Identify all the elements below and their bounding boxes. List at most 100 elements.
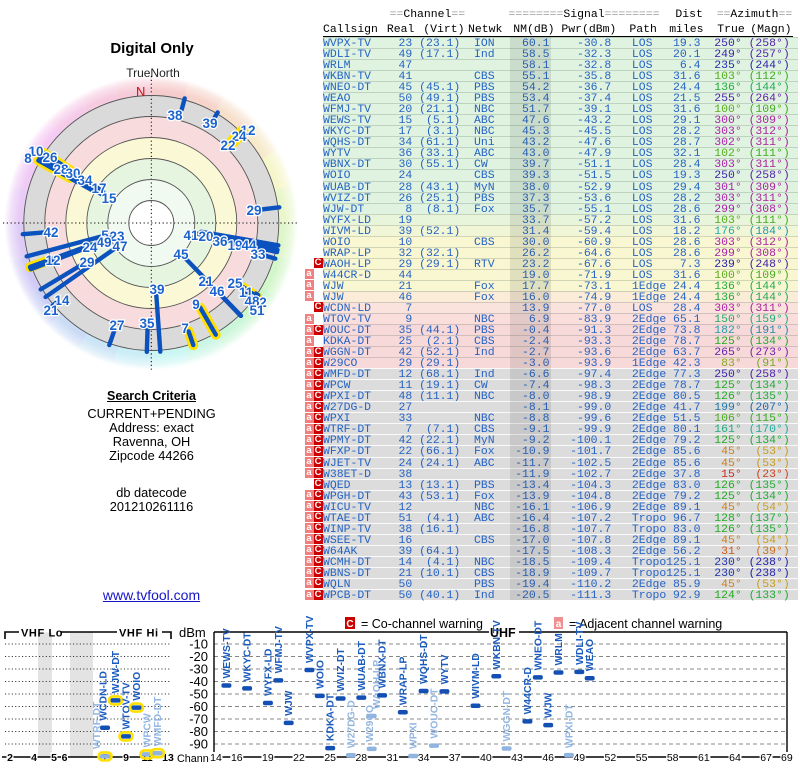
svg-text:-90: -90 — [189, 737, 208, 752]
svg-text:41: 41 — [183, 228, 199, 243]
svg-text:47: 47 — [112, 239, 127, 254]
svg-text:12: 12 — [240, 123, 255, 138]
svg-text:WPXI-DT: WPXI-DT — [564, 704, 575, 749]
svg-text:KDKA-DT: KDKA-DT — [326, 693, 337, 741]
svg-text:28: 28 — [355, 752, 367, 764]
svg-text:28: 28 — [53, 162, 69, 177]
svg-text:WQHS-DT: WQHS-DT — [419, 634, 430, 684]
svg-text:35: 35 — [139, 316, 155, 331]
svg-text:8: 8 — [24, 151, 32, 166]
svg-text:WTRF-DT: WTRF-DT — [92, 701, 103, 749]
svg-text:33: 33 — [250, 247, 266, 262]
svg-text:19: 19 — [227, 238, 242, 253]
svg-text:25: 25 — [324, 752, 336, 764]
svg-text:VHF Lo: VHF Lo — [21, 628, 63, 640]
svg-text:26: 26 — [42, 150, 58, 165]
svg-text:13: 13 — [162, 752, 174, 764]
svg-text:11: 11 — [239, 285, 254, 300]
svg-text:WNEO-DT: WNEO-DT — [533, 620, 544, 670]
svg-text:WAOH-LP: WAOH-LP — [372, 660, 383, 709]
svg-text:WJW: WJW — [544, 693, 555, 719]
svg-text:UHF: UHF — [490, 626, 516, 640]
svg-text:WDLI-TV: WDLI-TV — [575, 622, 586, 665]
svg-text:43: 43 — [511, 752, 523, 764]
svg-text:22: 22 — [220, 138, 235, 153]
svg-text:27: 27 — [109, 318, 124, 333]
svg-text:WKBN-TV: WKBN-TV — [492, 620, 503, 669]
svg-text:15: 15 — [101, 191, 117, 206]
svg-text:22: 22 — [293, 752, 305, 764]
svg-text:40: 40 — [480, 752, 492, 764]
svg-text:W44CR-D: W44CR-D — [523, 667, 534, 715]
svg-text:49: 49 — [96, 235, 111, 250]
svg-text:WYTV: WYTV — [440, 654, 451, 684]
svg-text:14: 14 — [54, 293, 70, 308]
svg-text:= Adjacent channel warning: = Adjacent channel warning — [569, 617, 722, 631]
svg-text:2: 2 — [259, 295, 267, 310]
svg-text:21: 21 — [198, 274, 214, 289]
svg-text:42: 42 — [43, 225, 58, 240]
svg-text:24: 24 — [82, 240, 98, 255]
svg-text:55: 55 — [636, 752, 648, 764]
svg-text:WTOV-TV: WTOV-TV — [122, 682, 133, 729]
svg-text:29: 29 — [246, 203, 261, 218]
svg-text:WEWS-TV: WEWS-TV — [222, 628, 233, 678]
svg-text:-50: -50 — [189, 687, 208, 702]
svg-text:46: 46 — [209, 284, 225, 299]
svg-text:45: 45 — [173, 247, 189, 262]
svg-text:WIVM-LD: WIVM-LD — [471, 653, 482, 699]
svg-text:a: a — [556, 619, 562, 630]
svg-text:34: 34 — [418, 752, 430, 764]
svg-text:12: 12 — [45, 253, 60, 268]
svg-text:48: 48 — [244, 294, 260, 309]
svg-text:52: 52 — [605, 752, 617, 764]
svg-text:19: 19 — [262, 752, 274, 764]
svg-text:WJW-DT: WJW-DT — [111, 650, 122, 693]
svg-text:-80: -80 — [189, 724, 208, 739]
svg-text:69: 69 — [781, 752, 793, 764]
svg-text:36: 36 — [212, 234, 228, 249]
svg-text:16: 16 — [231, 752, 243, 764]
svg-text:WBNX-DT: WBNX-DT — [378, 639, 389, 689]
svg-text:WVIZ-DT: WVIZ-DT — [336, 648, 347, 692]
svg-text:WPCW: WPCW — [143, 713, 154, 747]
svg-text:-40: -40 — [189, 674, 208, 689]
svg-text:dBm: dBm — [179, 625, 206, 640]
svg-text:49: 49 — [573, 752, 585, 764]
svg-text:14: 14 — [210, 752, 222, 764]
svg-text:10: 10 — [28, 144, 43, 159]
svg-text:31: 31 — [387, 752, 399, 764]
svg-text:WVPX-TV: WVPX-TV — [305, 616, 316, 663]
svg-text:7: 7 — [181, 321, 189, 336]
svg-text:21: 21 — [43, 303, 59, 318]
svg-text:WYFX-LD: WYFX-LD — [263, 648, 274, 696]
svg-text:Channel: Channel — [177, 753, 217, 765]
svg-text:9: 9 — [192, 297, 200, 312]
svg-text:46: 46 — [542, 752, 554, 764]
svg-text:39: 39 — [149, 282, 164, 297]
svg-text:-70: -70 — [189, 712, 208, 727]
svg-text:W29CO: W29CO — [365, 705, 376, 742]
svg-text:C: C — [346, 619, 353, 630]
svg-text:4: 4 — [31, 752, 37, 764]
svg-text:51: 51 — [249, 303, 265, 318]
svg-text:34: 34 — [77, 173, 93, 188]
svg-text:20: 20 — [198, 229, 213, 244]
svg-text:9: 9 — [123, 752, 129, 764]
svg-text:67: 67 — [760, 752, 772, 764]
svg-text:6: 6 — [62, 752, 68, 764]
svg-text:WRLM: WRLM — [554, 633, 565, 665]
svg-text:= Co-channel warning: = Co-channel warning — [361, 617, 483, 631]
svg-text:WKYC-DT: WKYC-DT — [243, 632, 254, 682]
svg-text:44: 44 — [241, 238, 257, 253]
svg-text:WOIO: WOIO — [315, 660, 326, 689]
svg-text:VHF Hi: VHF Hi — [119, 628, 159, 640]
svg-text:39: 39 — [202, 116, 217, 131]
svg-text:WOIO: WOIO — [132, 672, 143, 701]
svg-text:23: 23 — [109, 229, 125, 244]
svg-text:2: 2 — [7, 752, 13, 764]
svg-text:-10: -10 — [189, 637, 208, 652]
svg-text:30: 30 — [65, 166, 80, 181]
svg-text:WEAO: WEAO — [585, 639, 596, 671]
svg-text:17: 17 — [91, 181, 106, 196]
